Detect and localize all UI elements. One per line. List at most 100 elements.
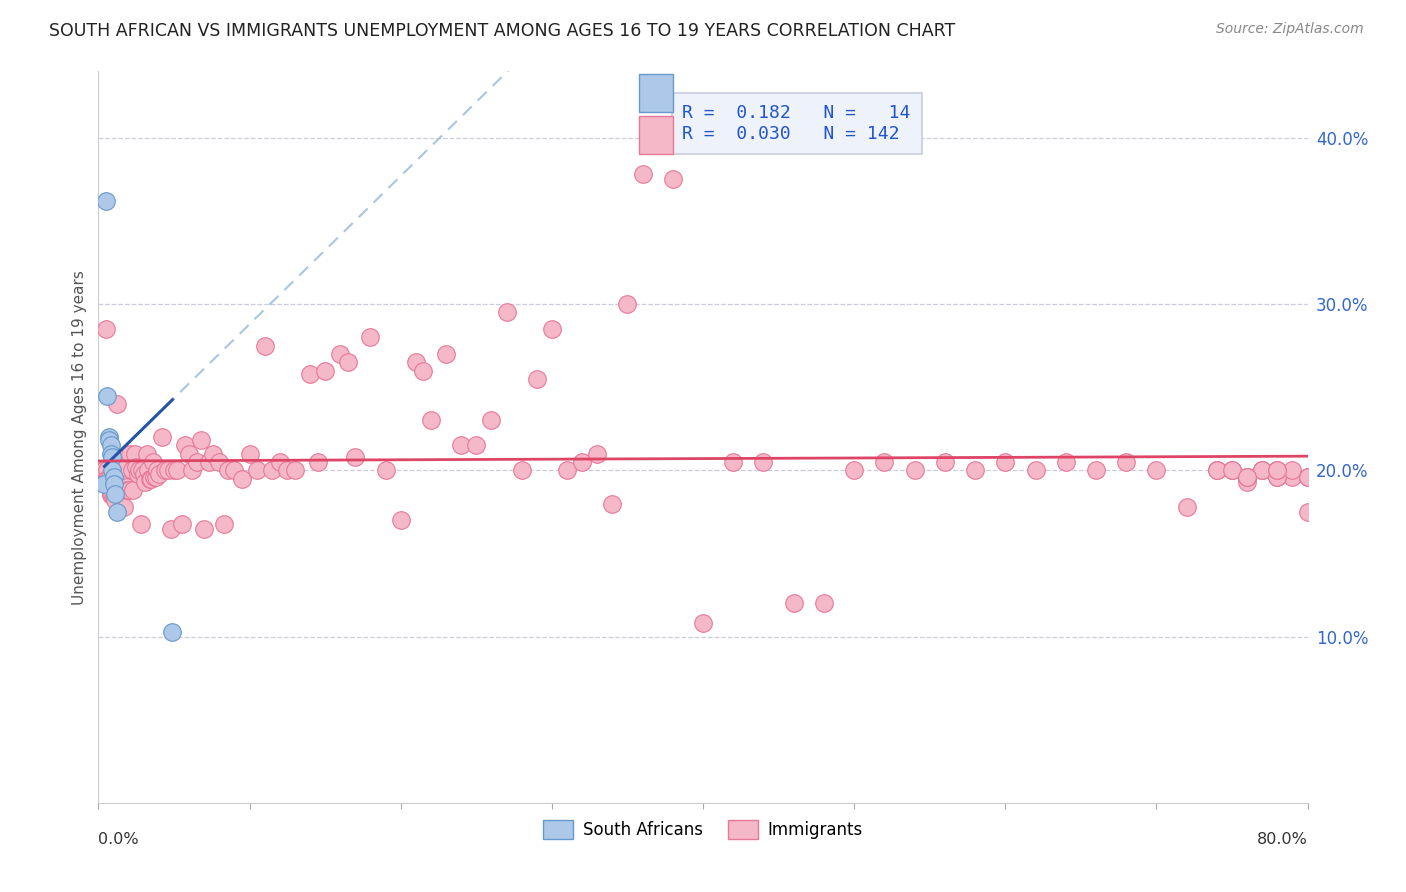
Point: [110, 476, 132, 491]
Point: [1206, 463, 1229, 477]
Point: [239, 447, 262, 461]
Point: [360, 330, 382, 344]
Point: [103, 476, 125, 491]
Point: [1220, 463, 1243, 477]
Point: [269, 455, 291, 469]
Point: [127, 467, 149, 481]
Point: [344, 450, 367, 464]
Point: [96, 463, 118, 477]
Point: [465, 438, 488, 452]
Point: [101, 472, 124, 486]
Point: [1251, 463, 1274, 477]
Point: [481, 413, 503, 427]
Point: [420, 413, 443, 427]
Point: [166, 463, 188, 477]
Point: [873, 455, 896, 469]
Point: [224, 463, 246, 477]
Point: [141, 472, 163, 486]
Point: [1054, 455, 1077, 469]
Point: [1236, 475, 1258, 489]
Point: [103, 470, 125, 484]
Point: [179, 447, 201, 461]
Point: [934, 455, 956, 469]
Point: [631, 168, 654, 182]
Point: [94, 194, 117, 208]
Point: [145, 470, 167, 484]
Point: [129, 516, 152, 531]
Point: [526, 372, 548, 386]
Point: [96, 472, 118, 486]
Text: R =  0.182   N =   14
R =  0.030   N = 142: R = 0.182 N = 14 R = 0.030 N = 142: [682, 104, 911, 143]
Point: [844, 463, 866, 477]
Point: [217, 463, 239, 477]
Point: [450, 438, 472, 452]
Point: [1281, 463, 1303, 477]
Point: [100, 447, 122, 461]
Point: [98, 480, 121, 494]
Point: [186, 455, 208, 469]
Point: [98, 430, 121, 444]
Point: [336, 355, 359, 369]
Point: [1236, 470, 1258, 484]
Point: [208, 455, 231, 469]
Point: [197, 455, 219, 469]
Point: [96, 388, 118, 402]
Point: [1144, 463, 1167, 477]
Point: [1267, 463, 1289, 477]
Point: [540, 322, 562, 336]
Point: [128, 463, 150, 477]
Point: [142, 455, 165, 469]
Point: [136, 463, 159, 477]
Point: [692, 616, 714, 631]
Point: [1251, 463, 1274, 477]
Point: [212, 516, 235, 531]
Point: [202, 447, 225, 461]
Point: [246, 463, 269, 477]
Point: [131, 463, 153, 477]
Point: [124, 447, 146, 461]
Point: [1175, 500, 1198, 514]
Point: [276, 463, 298, 477]
Point: [1267, 470, 1289, 484]
Point: [153, 463, 176, 477]
Point: [299, 367, 322, 381]
Point: [510, 463, 533, 477]
Point: [1206, 463, 1229, 477]
Point: [163, 463, 186, 477]
Point: [135, 447, 157, 461]
Point: [314, 363, 336, 377]
Point: [101, 463, 124, 477]
Point: [120, 447, 142, 461]
Point: [100, 488, 122, 502]
Point: [1281, 470, 1303, 484]
Point: [616, 297, 638, 311]
Point: [101, 486, 124, 500]
Point: [1267, 470, 1289, 484]
Point: [105, 505, 128, 519]
Point: [148, 467, 170, 481]
Point: [146, 463, 169, 477]
Point: [1206, 463, 1229, 477]
Point: [434, 347, 457, 361]
Point: [571, 455, 593, 469]
Point: [231, 472, 253, 486]
Point: [752, 455, 775, 469]
Point: [108, 472, 131, 486]
Point: [262, 463, 284, 477]
Point: [101, 450, 124, 464]
Point: [193, 521, 215, 535]
Point: [284, 463, 307, 477]
Point: [190, 434, 212, 448]
Point: [1296, 470, 1319, 484]
Point: [1296, 505, 1319, 519]
Y-axis label: Unemployment Among Ages 16 to 19 years: Unemployment Among Ages 16 to 19 years: [72, 269, 87, 605]
Point: [93, 463, 115, 477]
Point: [134, 475, 156, 489]
Point: [100, 486, 122, 500]
FancyBboxPatch shape: [638, 73, 673, 112]
Point: [181, 463, 204, 477]
Point: [173, 438, 195, 452]
Point: [150, 430, 173, 444]
Point: [661, 172, 683, 186]
Text: 0.0%: 0.0%: [98, 832, 139, 847]
